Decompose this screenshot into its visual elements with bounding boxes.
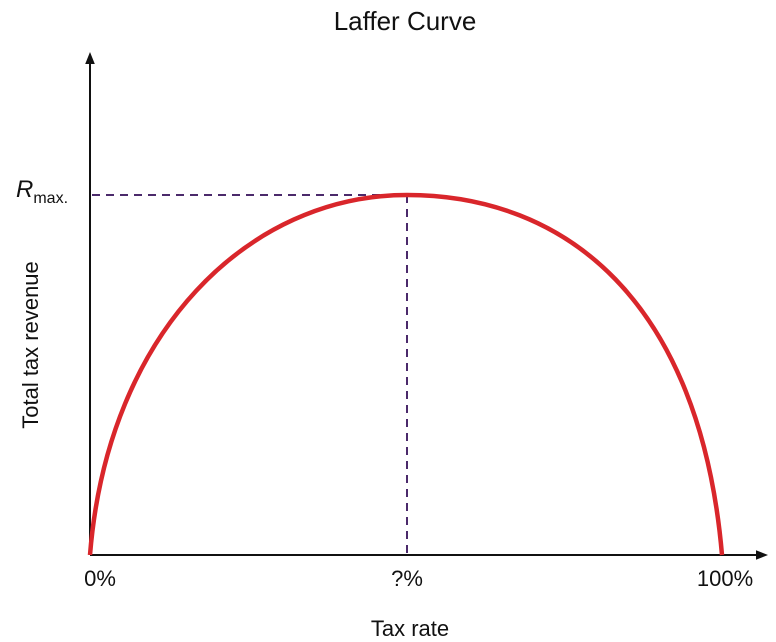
x-tick-label: 100% (697, 566, 753, 591)
laffer-curve (87, 192, 725, 556)
y-tick-subscript: max. (33, 190, 68, 207)
y-tick-symbol: R (16, 176, 33, 203)
x-axis-label: Tax rate (371, 616, 449, 641)
x-tick-label: 0% (84, 566, 116, 591)
title: Laffer Curve (334, 6, 477, 36)
y-tick-label: Rmax. (16, 176, 68, 207)
y-axis-label: Total tax revenue (18, 261, 43, 429)
x-tick-label: ?% (391, 566, 423, 591)
